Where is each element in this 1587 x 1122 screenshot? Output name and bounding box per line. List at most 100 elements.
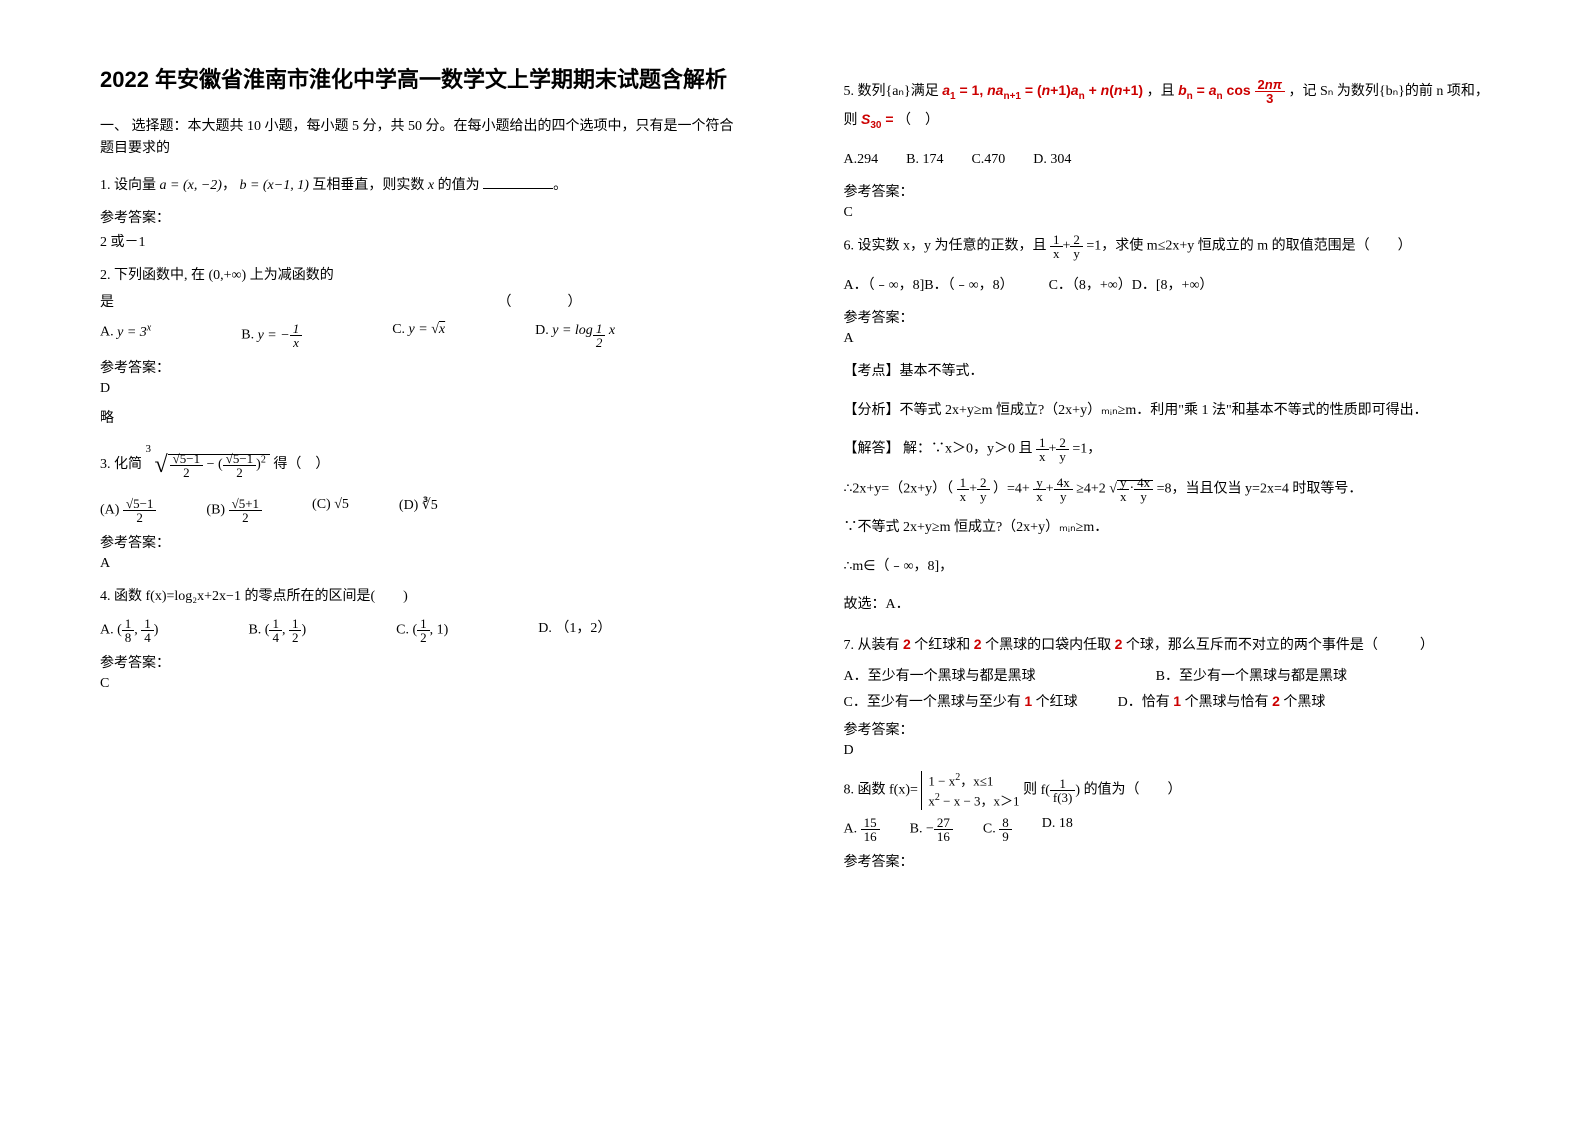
q7-d-2: 2 <box>1272 693 1280 709</box>
q3-radicand: √5−12 − (√5−12)2 <box>168 454 270 472</box>
q5-ans-label: 参考答案： <box>844 181 1498 201</box>
q3-optB-pre: (B) <box>206 503 228 518</box>
q6-text-b: =1，求使 m≤2x+y 恒成立的 m 的取值范围是（ ） <box>1086 239 1411 254</box>
q6-jd2c: ≥4+2 <box>1076 481 1106 496</box>
q3-options: (A) √5−12 (B) √5+12 (C) √5 (D) ∛5 <box>100 497 744 524</box>
q4B-3: ) <box>301 622 306 637</box>
q8-optB: B. −2716 <box>910 816 953 843</box>
q4-optC: C. (12, 1) <box>396 617 448 644</box>
q5-text-e: （ ） <box>897 113 939 128</box>
q7-c-1: 1 <box>1024 693 1032 709</box>
right-column: 5. 数列{aₙ}满足 a1 = 1, nan+1 = (n+1)an + n(… <box>794 0 1587 1122</box>
q5-text-a: 5. 数列{aₙ}满足 <box>844 84 939 99</box>
q3-optA: (A) √5−12 <box>100 497 156 524</box>
q6-jd2-frac4: 4xy <box>1054 476 1073 503</box>
q3-optB: (B) √5+12 <box>206 497 262 524</box>
page: 2022 年安徽省淮南市淮化中学高一数学文上学期期末试题含解析 一、 选择题：本… <box>0 0 1587 1122</box>
q4A-2: , <box>134 622 141 637</box>
q6-fx-label: 【分析】 <box>844 403 900 418</box>
q1-text-b: 互相垂直，则实数 <box>312 178 424 193</box>
q8-optC: C. 89 <box>983 816 1012 843</box>
q2-optC-pre: C. <box>392 322 408 337</box>
q6-jd1-text: 解：∵x＞0，y＞0 且 <box>903 442 1033 457</box>
q2-extra: 略 <box>100 407 744 427</box>
question-7: 7. 从装有 2 个红球和 2 个黑球的口袋内任取 2 个球，那么互斥而不对立的… <box>844 631 1498 660</box>
q6-jd2: ∴2x+y=（2x+y）（ 1x+2y ）=4+ yx+4xy ≥4+2 √yx… <box>844 476 1498 503</box>
q7-optC: C．至少有一个黑球与至少有 1 个红球 <box>844 691 1078 711</box>
q2-optC: C. y = √x <box>392 322 445 349</box>
q6-frac1: 1x <box>1050 233 1063 260</box>
q1-math-a: a = (x, −2) <box>160 178 222 193</box>
q4B-1: B. ( <box>248 622 269 637</box>
q8C-pre: C. <box>983 822 999 837</box>
question-2: 2. 下列函数中, 在 (0,+∞) 上为减函数的 是 （ ） <box>100 263 744 316</box>
q1-text-a: 1. 设向量 <box>100 178 156 193</box>
q4A-3: ) <box>154 622 159 637</box>
q4B-2: , <box>282 622 289 637</box>
q4A-1: A. ( <box>100 622 122 637</box>
q2-ans: D <box>100 381 744 397</box>
q3-text-b: 得（ ） <box>273 457 329 472</box>
q6-jd2-sqrt: yx·4xy <box>1117 480 1153 496</box>
q7-b3: 2 <box>1115 636 1123 652</box>
q2-ans-label: 参考答案： <box>100 357 744 377</box>
q6-text-a: 6. 设实数 x，y 为任意的正数，且 <box>844 239 1047 254</box>
q3-radical: √ <box>155 452 168 478</box>
q6-fx: 【分析】不等式 2x+y≥m 恒成立?（2x+y）ₘᵢₙ≥m．利用"乘 1 法"… <box>844 398 1498 425</box>
q2-optA: A. y = 3x <box>100 322 151 349</box>
q7-row2: C．至少有一个黑球与至少有 1 个红球 D．恰有 1 个黑球与恰有 2 个黑球 <box>844 691 1498 711</box>
q7-d-1: 1 <box>1173 693 1181 709</box>
q2-options: A. y = 3x B. y = −1x C. y = √x D. y = lo… <box>100 322 744 349</box>
q5-text-c: ，记 Sₙ 为数列{bₙ}的前 n 项和， <box>1288 84 1488 99</box>
q4-optB: B. (14, 12) <box>248 617 306 644</box>
q6-kd-text: 基本不等式． <box>900 364 984 379</box>
q6-jd2b: ）=4+ <box>993 481 1030 496</box>
q1-ans-label: 参考答案： <box>100 207 744 227</box>
q1-text-c: 的值为 <box>438 178 480 193</box>
question-5: 5. 数列{aₙ}满足 a1 = 1, nan+1 = (n+1)an + n(… <box>844 77 1498 135</box>
q6-jd4: ∴m∈（﹣∞，8]， <box>844 554 1498 581</box>
q6-jd-label: 【解答】 <box>844 442 900 457</box>
q8-piecewise: 1 − x2，x≤1 x2 − x − 3，x＞1 <box>921 771 1019 810</box>
q2-optD: D. y = log12 x <box>535 322 615 349</box>
q8-text-a: 8. 函数 <box>844 783 886 798</box>
q7-b2: 2 <box>974 636 982 652</box>
q4-ans: C <box>100 676 744 692</box>
q8-text-b: 则 <box>1023 783 1037 798</box>
q3-ans: A <box>100 556 744 572</box>
q6-ans: A <box>844 331 1498 347</box>
q6-frac2: 2y <box>1070 233 1083 260</box>
q4C-2: , 1) <box>430 622 449 637</box>
q2-optB: B. y = −1x <box>241 322 302 349</box>
q4-options: A. (18, 14) B. (14, 12) C. (12, 1) D. （1… <box>100 617 744 644</box>
left-column: 2022 年安徽省淮南市淮化中学高一数学文上学期期末试题含解析 一、 选择题：本… <box>0 0 794 1122</box>
q8-fx: f(x)= <box>889 783 918 798</box>
q4-optA: A. (18, 14) <box>100 617 158 644</box>
q6-jd2-frac1: 1x <box>957 476 970 503</box>
q2-interval: (0,+∞) <box>209 268 247 283</box>
q2-text-b: 上为减函数的 <box>250 268 334 283</box>
q6-jd2a: ∴2x+y=（2x+y）（ <box>844 481 954 496</box>
q4-optD: D. （1，2） <box>538 617 611 644</box>
q6-jd2-frac3: yx <box>1033 476 1046 503</box>
q1-blank <box>483 175 553 189</box>
q6-jd3: ∵不等式 2x+y≥m 恒成立?（2x+y）ₘᵢₙ≥m． <box>844 515 1498 542</box>
q6-opts: A．（﹣∞，8]B．（﹣∞，8） C．（8，+∞）D．[8，+∞） <box>844 273 1498 300</box>
q6-kd-label: 【考点】 <box>844 364 900 379</box>
q8-text-c: 的值为（ ） <box>1084 783 1182 798</box>
q8A-pre: A. <box>844 822 861 837</box>
q2-optD-pre: D. <box>535 323 552 338</box>
q8B-pre: B. <box>910 822 926 837</box>
q3-optC: (C) √5 <box>312 497 349 524</box>
q6-jd1b: =1， <box>1072 442 1101 457</box>
q7-optB: B．至少有一个黑球与都是黑球 <box>1156 665 1347 685</box>
question-6: 6. 设实数 x，y 为任意的正数，且 1x+2y =1，求使 m≤2x+y 恒… <box>844 233 1498 260</box>
q7-ans-label: 参考答案： <box>844 719 1498 739</box>
q6-ans-label: 参考答案： <box>844 307 1498 327</box>
q6-kd: 【考点】基本不等式． <box>844 359 1498 386</box>
q7-optD: D．恰有 1 个黑球与恰有 2 个黑球 <box>1118 691 1326 711</box>
q8-expr: f(1f(3)) <box>1041 783 1081 798</box>
q7-ans: D <box>844 743 1498 759</box>
question-8: 8. 函数 f(x)= 1 − x2，x≤1 x2 − x − 3，x＞1 则 … <box>844 771 1498 810</box>
q5-text-d: 则 <box>844 113 858 128</box>
